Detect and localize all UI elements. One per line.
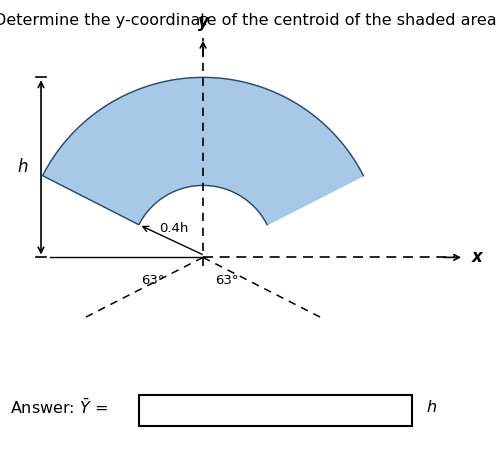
Text: 0.4h: 0.4h [159,222,188,235]
Text: 63°: 63° [141,274,164,287]
FancyBboxPatch shape [139,395,412,426]
Text: h: h [427,400,436,415]
Text: 63°: 63° [215,274,238,287]
Polygon shape [43,77,364,225]
Text: h: h [18,158,28,176]
Text: Determine the y-coordinate of the centroid of the shaded area.: Determine the y-coordinate of the centro… [0,14,496,28]
Text: y: y [197,13,208,31]
Text: x: x [471,248,482,266]
Text: Answer: $\bar{Y}$ =: Answer: $\bar{Y}$ = [10,398,108,418]
